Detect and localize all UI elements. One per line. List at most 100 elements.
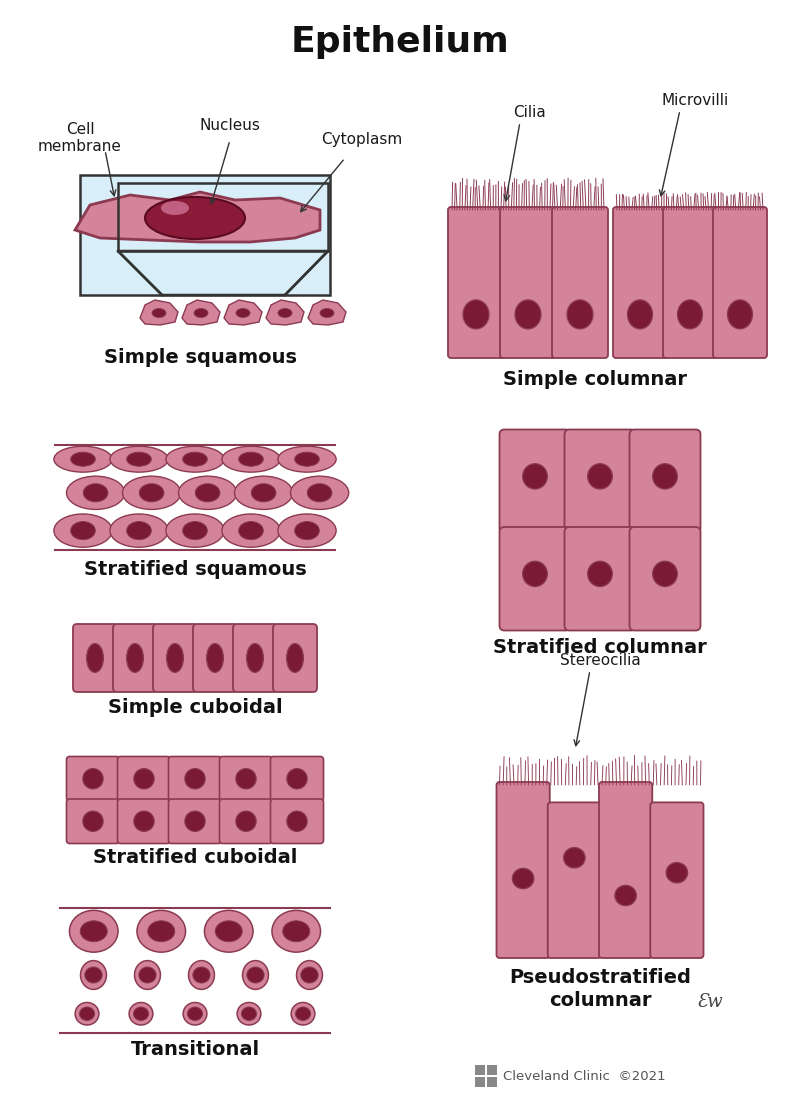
FancyBboxPatch shape — [713, 207, 767, 358]
FancyBboxPatch shape — [448, 207, 504, 358]
FancyBboxPatch shape — [599, 782, 652, 958]
Ellipse shape — [85, 967, 102, 983]
FancyBboxPatch shape — [565, 528, 635, 631]
Ellipse shape — [205, 910, 253, 952]
Ellipse shape — [83, 811, 103, 832]
Ellipse shape — [166, 514, 224, 547]
Ellipse shape — [80, 921, 107, 942]
Ellipse shape — [627, 300, 653, 329]
Ellipse shape — [564, 847, 585, 868]
FancyBboxPatch shape — [499, 528, 570, 631]
Bar — [475, 1065, 485, 1075]
Bar — [487, 1065, 497, 1075]
Ellipse shape — [206, 644, 223, 673]
FancyBboxPatch shape — [630, 528, 701, 631]
Ellipse shape — [463, 300, 489, 329]
Ellipse shape — [134, 768, 154, 789]
Ellipse shape — [294, 522, 319, 540]
FancyBboxPatch shape — [233, 624, 277, 692]
Bar — [80, 175, 330, 295]
FancyBboxPatch shape — [630, 430, 701, 533]
Ellipse shape — [139, 484, 164, 502]
Ellipse shape — [129, 1002, 153, 1025]
FancyBboxPatch shape — [219, 756, 273, 801]
Ellipse shape — [152, 309, 166, 318]
Ellipse shape — [512, 868, 534, 889]
Ellipse shape — [54, 446, 112, 473]
Ellipse shape — [291, 1002, 315, 1025]
FancyBboxPatch shape — [270, 756, 323, 801]
Ellipse shape — [178, 476, 237, 510]
Ellipse shape — [148, 921, 174, 942]
Ellipse shape — [236, 811, 256, 832]
Ellipse shape — [166, 446, 224, 473]
Ellipse shape — [286, 644, 303, 673]
Text: Simple columnar: Simple columnar — [503, 370, 687, 389]
Ellipse shape — [81, 961, 106, 989]
FancyBboxPatch shape — [497, 782, 550, 958]
FancyBboxPatch shape — [500, 207, 556, 358]
Ellipse shape — [242, 961, 269, 989]
Ellipse shape — [522, 464, 547, 489]
Ellipse shape — [588, 562, 612, 587]
Ellipse shape — [272, 910, 321, 952]
Ellipse shape — [187, 1007, 202, 1021]
Ellipse shape — [161, 201, 189, 215]
Ellipse shape — [727, 300, 753, 329]
FancyBboxPatch shape — [273, 624, 317, 692]
Ellipse shape — [320, 309, 334, 318]
Bar — [475, 1077, 485, 1087]
Ellipse shape — [242, 1007, 257, 1021]
Ellipse shape — [237, 1002, 261, 1025]
Text: Simple cuboidal: Simple cuboidal — [108, 698, 282, 717]
FancyBboxPatch shape — [73, 624, 117, 692]
Ellipse shape — [110, 514, 168, 547]
Ellipse shape — [194, 309, 208, 318]
Ellipse shape — [66, 476, 125, 510]
Ellipse shape — [134, 961, 161, 989]
Ellipse shape — [234, 476, 293, 510]
Ellipse shape — [134, 1007, 149, 1021]
Text: Cleveland Clinic  ©2021: Cleveland Clinic ©2021 — [503, 1069, 666, 1083]
Polygon shape — [118, 251, 328, 295]
Ellipse shape — [287, 768, 307, 789]
FancyBboxPatch shape — [548, 802, 601, 958]
Ellipse shape — [70, 452, 95, 466]
Text: Simple squamous: Simple squamous — [103, 348, 297, 367]
Ellipse shape — [678, 300, 702, 329]
Text: Stratified cuboidal: Stratified cuboidal — [93, 848, 297, 867]
Ellipse shape — [185, 768, 205, 789]
Polygon shape — [308, 300, 346, 325]
Ellipse shape — [653, 464, 678, 489]
Ellipse shape — [222, 446, 280, 473]
Text: Transitional: Transitional — [130, 1040, 259, 1059]
Ellipse shape — [182, 522, 207, 540]
FancyBboxPatch shape — [113, 624, 157, 692]
Ellipse shape — [166, 644, 183, 673]
Ellipse shape — [137, 910, 186, 952]
Ellipse shape — [236, 309, 250, 318]
Ellipse shape — [185, 811, 205, 832]
Ellipse shape — [83, 768, 103, 789]
Polygon shape — [182, 300, 220, 325]
Ellipse shape — [278, 514, 336, 547]
Ellipse shape — [139, 967, 156, 983]
FancyBboxPatch shape — [270, 799, 323, 844]
Ellipse shape — [126, 522, 151, 540]
Bar — [487, 1077, 497, 1087]
Ellipse shape — [193, 967, 210, 983]
Ellipse shape — [294, 452, 319, 466]
Ellipse shape — [222, 514, 280, 547]
Text: Stratified squamous: Stratified squamous — [84, 560, 306, 579]
Text: Ɛw: Ɛw — [697, 993, 723, 1011]
FancyBboxPatch shape — [552, 207, 608, 358]
Text: Microvilli: Microvilli — [662, 93, 729, 108]
FancyBboxPatch shape — [169, 756, 222, 801]
Text: Epithelium: Epithelium — [290, 25, 510, 59]
Ellipse shape — [215, 921, 242, 942]
Text: Pseudostratified
columnar: Pseudostratified columnar — [509, 968, 691, 1010]
FancyBboxPatch shape — [118, 799, 170, 844]
Ellipse shape — [290, 476, 349, 510]
Text: Stereocilia: Stereocilia — [560, 653, 640, 668]
Ellipse shape — [70, 522, 95, 540]
